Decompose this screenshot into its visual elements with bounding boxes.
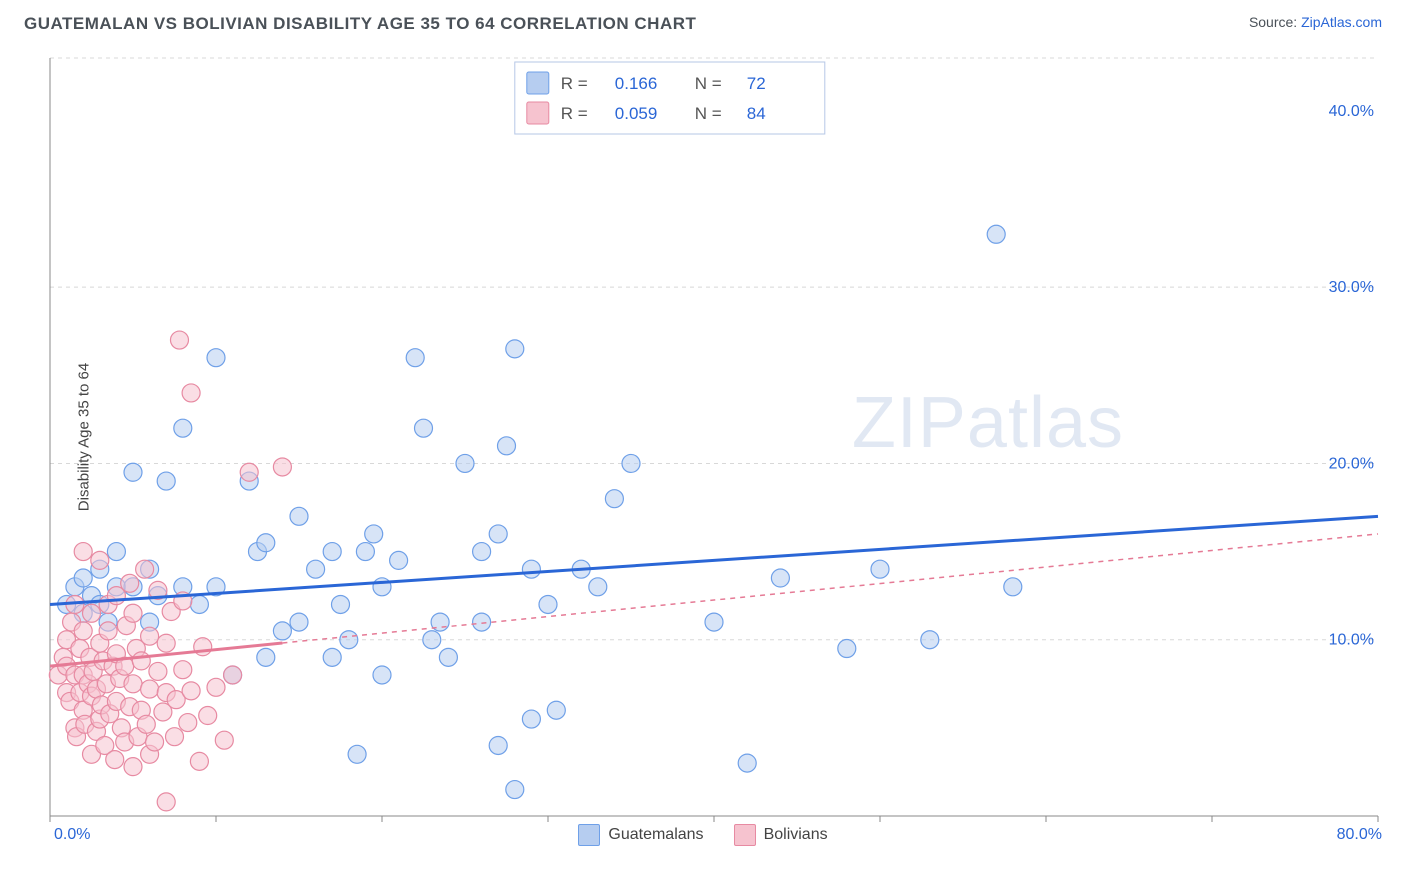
chart-area: Disability Age 35 to 64 10.0% 20.0% 30.0% 4…	[44, 52, 1384, 822]
svg-text:84: 84	[747, 104, 766, 123]
svg-text:30.0%: 30.0%	[1329, 279, 1374, 296]
svg-text:0.059: 0.059	[615, 104, 658, 123]
svg-text:N =: N =	[695, 74, 722, 93]
svg-text:0.166: 0.166	[615, 74, 658, 93]
svg-text:N =: N =	[695, 104, 722, 123]
x-axis-end-labels: 0.0% 80.0%	[50, 826, 1386, 844]
source-link[interactable]: ZipAtlas.com	[1301, 14, 1382, 30]
svg-text:72: 72	[747, 74, 766, 93]
y-axis-label: Disability Age 35 to 64	[76, 363, 93, 511]
svg-text:R =: R =	[561, 74, 588, 93]
chart-header: GUATEMALAN VS BOLIVIAN DISABILITY AGE 35…	[0, 0, 1406, 34]
svg-text:40.0%: 40.0%	[1329, 103, 1374, 120]
chart-title: GUATEMALAN VS BOLIVIAN DISABILITY AGE 35…	[24, 14, 696, 34]
source-attribution: Source: ZipAtlas.com	[1249, 14, 1382, 30]
svg-text:20.0%: 20.0%	[1329, 455, 1374, 472]
x-min-label: 0.0%	[54, 826, 90, 844]
scatter-chart: 10.0% 20.0% 30.0% 40.0% R = 0.166 N = 72 R = 0.05…	[44, 52, 1384, 822]
svg-text:10.0%: 10.0%	[1329, 632, 1374, 649]
svg-text:R =: R =	[561, 104, 588, 123]
x-max-label: 80.0%	[1337, 826, 1382, 844]
